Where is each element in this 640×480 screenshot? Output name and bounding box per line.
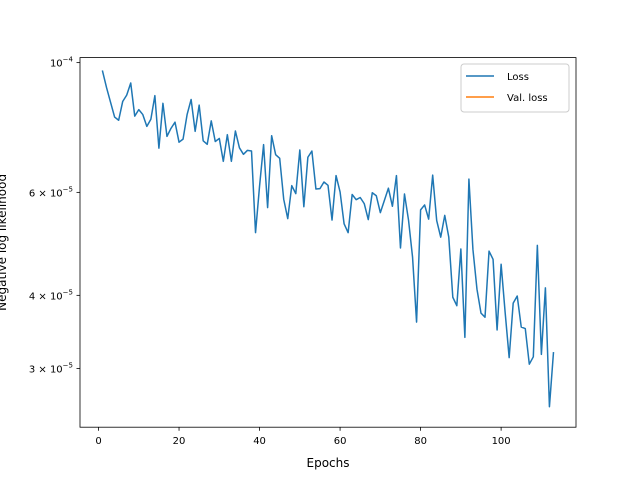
y-tick-label: 3 × 10−5 bbox=[29, 361, 73, 375]
x-tick-label: 60 bbox=[334, 436, 347, 447]
legend-label-1: Val. loss bbox=[507, 93, 548, 104]
x-tick-label: 20 bbox=[173, 436, 186, 447]
y-axis-label: Negative log likelihood bbox=[0, 174, 9, 311]
plot-area bbox=[80, 57, 576, 428]
legend-label-0: Loss bbox=[507, 72, 529, 83]
y-tick-label: 4 × 10−5 bbox=[29, 288, 73, 302]
series-layer bbox=[101, 70, 555, 408]
x-tick-label: 40 bbox=[253, 436, 266, 447]
series-line-0 bbox=[101, 70, 555, 408]
x-tick-label: 80 bbox=[414, 436, 427, 447]
plot-frame bbox=[79, 57, 577, 428]
x-axis-label: Epochs bbox=[307, 456, 350, 470]
x-tick-label: 100 bbox=[492, 436, 511, 447]
axes-layer: 0 20 40 60 80 100 10−4 6 × 10−5 4 × 10−5 3 × 10−5 bbox=[29, 56, 511, 448]
y-tick-label: 10−4 bbox=[50, 56, 74, 70]
y-tick-label: 6 × 10−5 bbox=[29, 185, 73, 199]
legend: Loss Val. loss bbox=[460, 63, 570, 113]
x-tick-label: 0 bbox=[95, 436, 101, 447]
